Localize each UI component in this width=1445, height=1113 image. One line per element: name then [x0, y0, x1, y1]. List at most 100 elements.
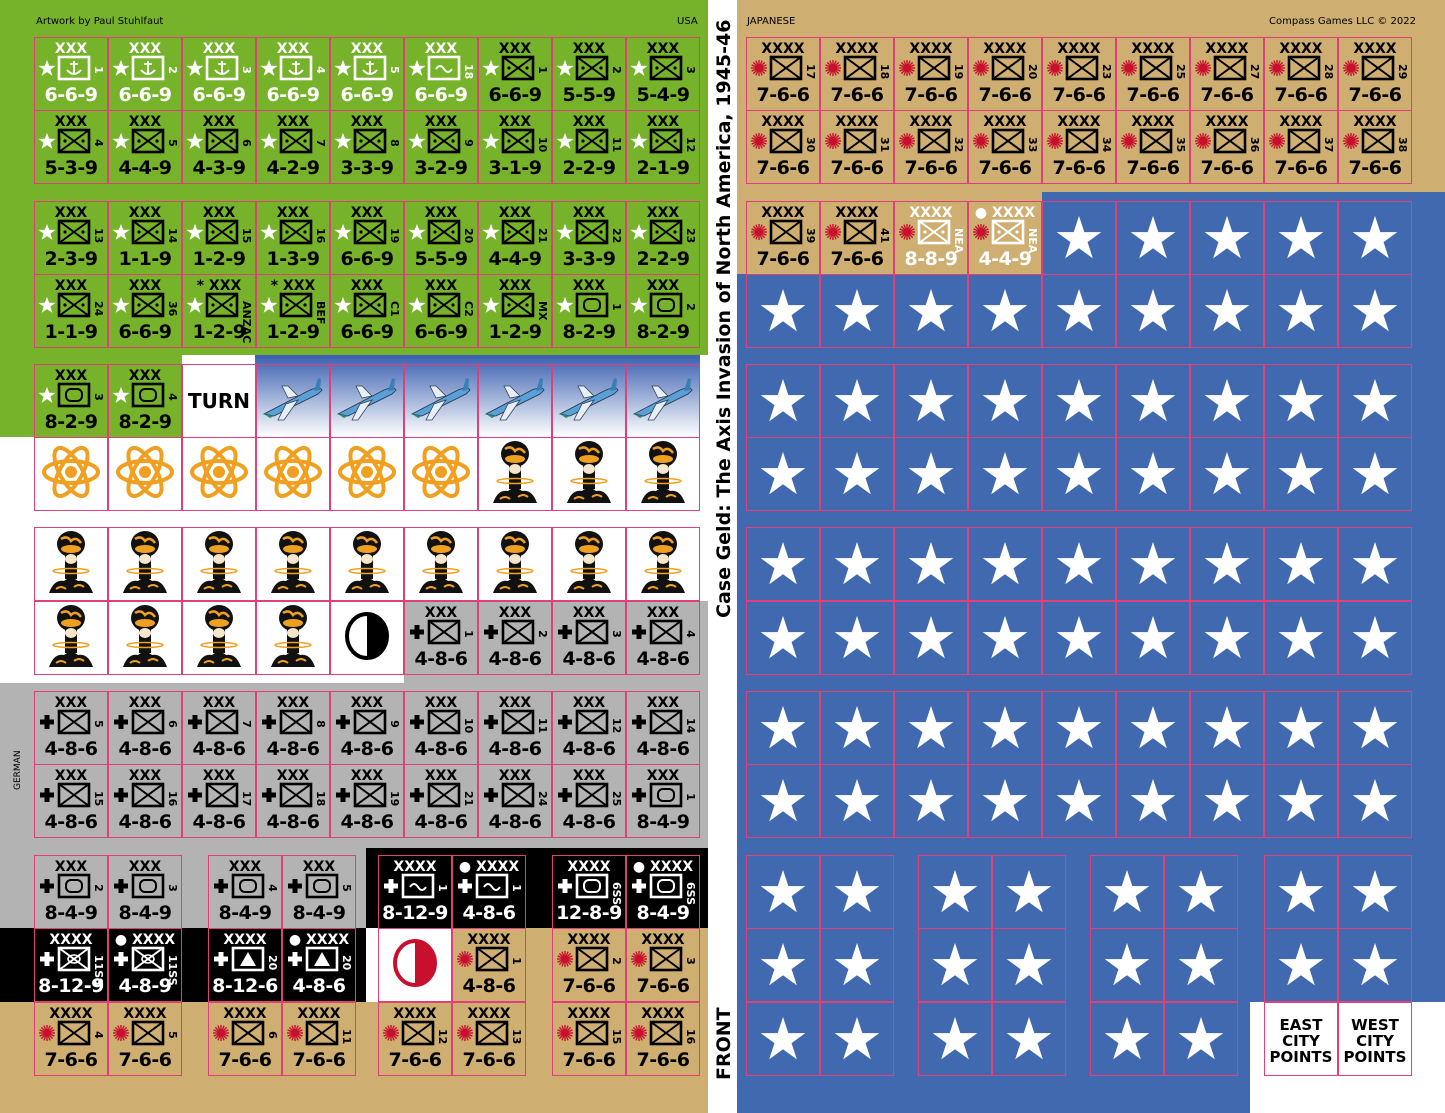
control-star-counter[interactable]: ★	[820, 601, 894, 675]
unit-counter[interactable]: XXX 7 4-2-9	[256, 110, 330, 184]
unit-counter[interactable]: XXXX 5 7-6-6	[108, 1002, 182, 1076]
control-star-counter[interactable]: ★	[1190, 274, 1264, 348]
unit-counter[interactable]: XXXX 27 7-6-6	[1190, 37, 1264, 111]
control-star-counter[interactable]: ★	[1264, 601, 1338, 675]
unit-counter[interactable]: XXXX 38 7-6-6	[1338, 110, 1412, 184]
unit-counter[interactable]: XXXX 29 7-6-6	[1338, 37, 1412, 111]
aircraft-counter[interactable]	[552, 364, 626, 438]
turn-marker[interactable]: TURN	[182, 364, 256, 438]
unit-counter[interactable]: XXXX 1 8-12-9	[378, 855, 452, 929]
unit-counter[interactable]: XXX 18 4-8-6	[256, 764, 330, 838]
unit-counter[interactable]: XXX 5 8-4-9	[282, 855, 356, 929]
unit-counter[interactable]: XXX 12 2-1-9	[626, 110, 700, 184]
control-star-counter[interactable]: ★	[820, 928, 894, 1002]
nuclear-blast-counter[interactable]	[330, 527, 404, 601]
control-star-counter[interactable]: ★	[1338, 764, 1412, 838]
control-star-counter[interactable]: ★	[968, 437, 1042, 511]
control-star-counter[interactable]: ★	[894, 437, 968, 511]
control-star-counter[interactable]: ★	[746, 855, 820, 929]
control-star-counter[interactable]: ★	[746, 691, 820, 765]
unit-counter[interactable]: XXX 24 4-8-6	[478, 764, 552, 838]
unit-counter[interactable]: XXX 14 1-1-9	[108, 201, 182, 275]
unit-counter[interactable]: XXX 2 5-5-9	[552, 37, 626, 111]
control-star-counter[interactable]: ★	[918, 855, 992, 929]
control-star-counter[interactable]: ★	[894, 764, 968, 838]
unit-counter[interactable]: XXX 20 5-5-9	[404, 201, 478, 275]
unit-counter[interactable]: XXX 10 3-1-9	[478, 110, 552, 184]
control-star-counter[interactable]: ★	[1338, 928, 1412, 1002]
control-star-counter[interactable]: ★	[1264, 527, 1338, 601]
control-star-counter[interactable]: ★	[1338, 274, 1412, 348]
unit-counter[interactable]: XXX 25 4-8-6	[552, 764, 626, 838]
control-star-counter[interactable]: ★	[1190, 437, 1264, 511]
control-star-counter[interactable]: ★	[1116, 601, 1190, 675]
unit-counter[interactable]: XXX 8 3-3-9	[330, 110, 404, 184]
control-star-counter[interactable]: ★	[1042, 601, 1116, 675]
unit-counter[interactable]: XXX 11 4-8-6	[478, 691, 552, 765]
unit-counter[interactable]: XXXX 34 7-6-6	[1042, 110, 1116, 184]
unit-counter[interactable]: XXX 1 8-2-9	[552, 274, 626, 348]
nuclear-blast-counter[interactable]	[34, 527, 108, 601]
nuclear-blast-counter[interactable]	[478, 527, 552, 601]
control-star-counter[interactable]: ★	[1042, 527, 1116, 601]
control-star-counter[interactable]: ★	[820, 527, 894, 601]
control-star-counter[interactable]: ★	[1264, 855, 1338, 929]
unit-counter[interactable]: XXXX 41 7-6-6	[820, 201, 894, 275]
control-star-counter[interactable]: ★	[1264, 928, 1338, 1002]
unit-counter[interactable]: XXXX 31 7-6-6	[820, 110, 894, 184]
control-star-counter[interactable]: ★	[1338, 855, 1412, 929]
unit-counter[interactable]: XXXX 20 7-6-6	[968, 37, 1042, 111]
unit-counter[interactable]: XXXX 4 7-6-6	[34, 1002, 108, 1076]
unit-counter[interactable]: XXX 4 5-3-9	[34, 110, 108, 184]
aircraft-counter[interactable]	[404, 364, 478, 438]
unit-counter[interactable]: XXX 2 8-2-9	[626, 274, 700, 348]
control-star-counter[interactable]: ★	[746, 527, 820, 601]
nuclear-blast-counter[interactable]	[256, 601, 330, 675]
nuclear-blast-counter[interactable]	[182, 527, 256, 601]
control-star-counter[interactable]: ★	[968, 274, 1042, 348]
control-star-counter[interactable]: ★	[1116, 201, 1190, 275]
control-star-counter[interactable]: ★	[1042, 364, 1116, 438]
nuclear-blast-counter[interactable]	[626, 527, 700, 601]
unit-counter[interactable]: XXXX 18 7-6-6	[820, 37, 894, 111]
unit-counter[interactable]: * XXX BEF 1-2-9	[256, 274, 330, 348]
control-star-counter[interactable]: ★	[894, 601, 968, 675]
unit-counter[interactable]: XXX 9 3-2-9	[404, 110, 478, 184]
unit-counter[interactable]: XXX 2 6-6-9	[108, 37, 182, 111]
nuclear-blast-counter[interactable]	[552, 527, 626, 601]
control-star-counter[interactable]: ★	[1264, 201, 1338, 275]
unit-counter[interactable]: XXX 6 4-3-9	[182, 110, 256, 184]
turn-phase-marker[interactable]	[378, 928, 452, 1002]
atomic-counter[interactable]	[182, 437, 256, 511]
unit-counter[interactable]: XXX 36 6-6-9	[108, 274, 182, 348]
unit-counter[interactable]: XXXX 2 7-6-6	[552, 928, 626, 1002]
control-star-counter[interactable]: ★	[1042, 201, 1116, 275]
control-star-counter[interactable]: ★	[968, 364, 1042, 438]
unit-counter[interactable]: ● XXXX 11SS 4-8-9	[108, 928, 182, 1002]
unit-counter[interactable]: XXX 11 2-2-9	[552, 110, 626, 184]
aircraft-counter[interactable]	[626, 364, 700, 438]
unit-counter[interactable]: XXXX NEA 8-8-9	[894, 201, 968, 275]
unit-counter[interactable]: XXX 5 4-8-6	[34, 691, 108, 765]
control-star-counter[interactable]: ★	[1116, 274, 1190, 348]
unit-counter[interactable]: XXX 8 4-8-6	[256, 691, 330, 765]
unit-counter[interactable]: ● XXXX 6SS 8-4-9	[626, 855, 700, 929]
nuclear-blast-counter[interactable]	[108, 527, 182, 601]
control-star-counter[interactable]: ★	[1090, 928, 1164, 1002]
unit-counter[interactable]: XXX 16 4-8-6	[108, 764, 182, 838]
control-star-counter[interactable]: ★	[968, 691, 1042, 765]
control-star-counter[interactable]: ★	[1338, 437, 1412, 511]
unit-counter[interactable]: XXX 3 8-4-9	[108, 855, 182, 929]
atomic-counter[interactable]	[34, 437, 108, 511]
unit-counter[interactable]: XXXX 28 7-6-6	[1264, 37, 1338, 111]
unit-counter[interactable]: XXXX 33 7-6-6	[968, 110, 1042, 184]
control-star-counter[interactable]: ★	[820, 855, 894, 929]
control-star-counter[interactable]: ★	[1116, 691, 1190, 765]
nuclear-blast-counter[interactable]	[182, 601, 256, 675]
control-star-counter[interactable]: ★	[1190, 601, 1264, 675]
unit-counter[interactable]: XXX 2 8-4-9	[34, 855, 108, 929]
control-star-counter[interactable]: ★	[820, 274, 894, 348]
unit-counter[interactable]: XXXX 13 7-6-6	[452, 1002, 526, 1076]
atomic-counter[interactable]	[404, 437, 478, 511]
control-star-counter[interactable]: ★	[746, 764, 820, 838]
